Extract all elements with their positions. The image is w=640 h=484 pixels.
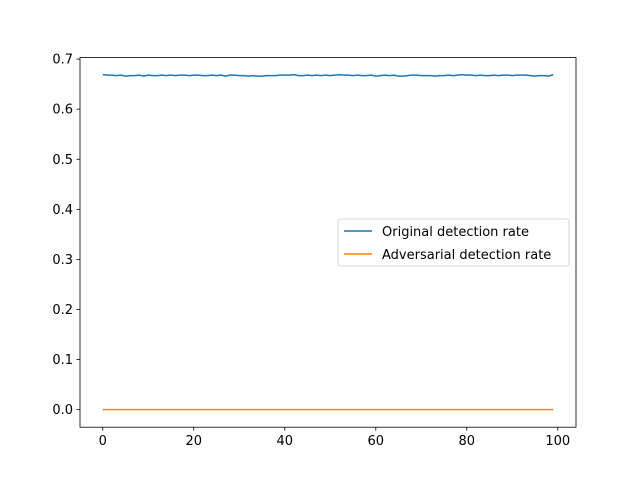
plot-area <box>102 73 554 411</box>
axes-frame <box>79 57 577 428</box>
x-tick-label: 20 <box>185 434 202 449</box>
x-tick-label: 80 <box>459 434 476 449</box>
x-tick-label: 100 <box>545 434 570 449</box>
y-tick-label: 0.6 <box>52 103 73 118</box>
y-tick-label: 0.4 <box>52 203 73 218</box>
y-tick-label: 0.3 <box>52 253 73 268</box>
legend-label-1: Adversarial detection rate <box>382 248 551 263</box>
legend: Original detection rate Adversarial detec… <box>337 218 570 267</box>
y-tick-label: 0.7 <box>52 53 73 68</box>
y-axis: 0.0 0.1 0.2 0.3 0.4 0.5 0.6 0.7 <box>52 53 80 418</box>
y-tick-label: 0.2 <box>52 303 73 318</box>
series-line-0 <box>102 73 554 77</box>
x-tick-label: 40 <box>276 434 293 449</box>
legend-label-0: Original detection rate <box>382 225 529 240</box>
y-tick-label: 0.0 <box>52 403 73 418</box>
y-tick-label: 0.5 <box>52 153 73 168</box>
legend-box <box>337 218 570 267</box>
x-tick-label: 60 <box>368 434 385 449</box>
y-tick-label: 0.1 <box>52 353 73 368</box>
x-tick-label: 0 <box>99 434 107 449</box>
x-axis: 0 20 40 60 80 100 <box>99 427 570 449</box>
